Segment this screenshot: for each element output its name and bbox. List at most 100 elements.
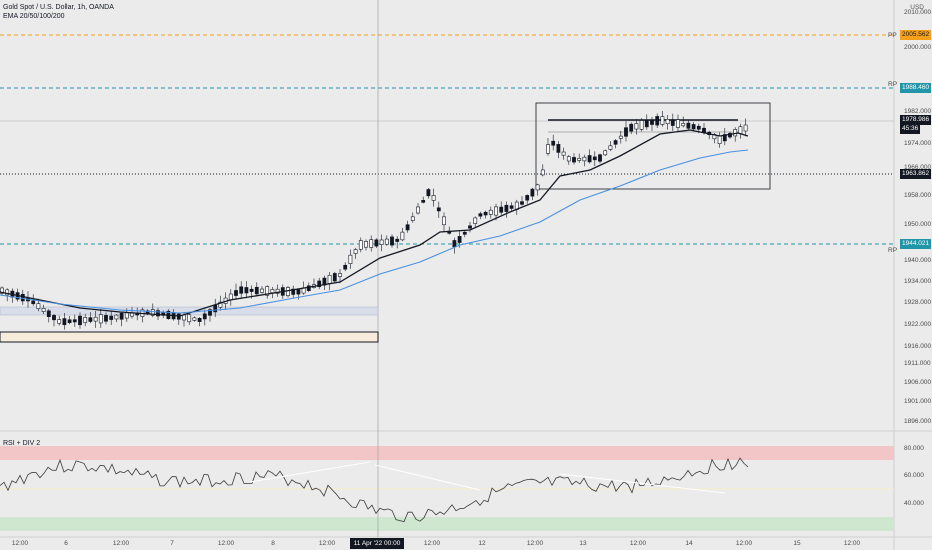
candle-body <box>405 224 410 231</box>
candle-body <box>644 119 649 128</box>
candle-body <box>561 151 566 156</box>
candle-body <box>540 169 545 176</box>
candle-body <box>327 275 332 284</box>
price-tick-label: 1950.000 <box>904 221 931 228</box>
candle-body <box>218 301 223 308</box>
candle-body <box>660 116 665 125</box>
rsi-oversold-band <box>0 517 894 531</box>
level-label: RP <box>888 247 897 254</box>
time-tick-label: 12:00 <box>113 540 130 547</box>
candle-body <box>592 156 597 161</box>
candle-body <box>0 287 4 294</box>
candle-body <box>260 288 264 293</box>
candle-body <box>150 309 155 316</box>
candle-body <box>369 239 374 248</box>
candle-body <box>530 188 535 197</box>
price-tick-label: 1958.000 <box>904 192 931 199</box>
candle-body <box>691 124 696 130</box>
candle-body <box>296 289 301 295</box>
candle-body <box>317 280 322 288</box>
rsi-line <box>0 457 749 523</box>
price-tick-label: 2000.000 <box>904 44 931 51</box>
rsi-divergence-line <box>374 464 481 491</box>
candle-body <box>343 264 348 270</box>
rsi-tick-label: 80.000 <box>904 445 924 452</box>
rsi-legend[interactable]: RSI + DIV 2 <box>3 440 41 447</box>
candle-body <box>525 195 530 201</box>
candle-body <box>400 231 405 241</box>
candle-body <box>114 314 119 320</box>
price-tick-label: 1928.000 <box>904 299 931 306</box>
candle-body <box>603 150 608 156</box>
candle-body <box>265 286 270 296</box>
candle-body <box>374 239 379 247</box>
candle-body <box>696 125 701 130</box>
level-label: PP <box>888 32 897 39</box>
candle-body <box>410 216 415 221</box>
candle-body <box>384 238 389 245</box>
candle-body <box>416 206 420 214</box>
candle-body <box>473 217 478 224</box>
candle-body <box>556 144 561 153</box>
time-tick-label: 12:00 <box>527 540 544 547</box>
candle-body <box>655 116 660 126</box>
time-tick-label: 8 <box>271 540 275 547</box>
candle-body <box>124 312 129 319</box>
price-tag: 45:36 <box>900 124 921 134</box>
time-tick-label: 14 <box>685 540 693 547</box>
candle-body <box>676 119 680 128</box>
candle-body <box>670 119 675 126</box>
candle-body <box>52 315 56 321</box>
candle-body <box>353 249 358 254</box>
candle-body <box>239 286 244 294</box>
time-cursor-label: 11 Apr '22 00:00 <box>354 540 401 547</box>
candle-body <box>187 314 192 323</box>
candle-body <box>254 286 259 295</box>
rsi-overbought-band <box>0 446 894 460</box>
candle-body <box>67 319 72 324</box>
candle-body <box>572 157 576 163</box>
candle-body <box>462 231 467 235</box>
candle-body <box>598 154 602 162</box>
currency-label: USD <box>910 4 924 11</box>
candle-body <box>62 318 67 326</box>
time-tick-label: 12:00 <box>218 540 235 547</box>
candle-body <box>36 303 41 309</box>
candle-body <box>722 134 727 142</box>
candle-body <box>509 205 514 209</box>
candle-body <box>504 204 509 212</box>
level-label: RP <box>888 81 897 88</box>
price-tick-label: 1982.000 <box>904 108 931 115</box>
candle-body <box>566 156 571 162</box>
candle-body <box>98 314 103 324</box>
time-tick-label: 6 <box>64 540 68 547</box>
candle-body <box>665 119 670 125</box>
symbol-title[interactable]: Gold Spot / U.S. Dollar, 1h, OANDA <box>3 4 114 11</box>
candle-body <box>306 285 311 291</box>
time-tick-label: 12 <box>478 540 486 547</box>
candle-body <box>208 309 212 316</box>
price-tick-label: 1934.000 <box>904 278 931 285</box>
candle-body <box>494 206 498 216</box>
candle-body <box>743 124 748 132</box>
candle-body <box>520 201 524 205</box>
candle-body <box>379 239 384 245</box>
candle-body <box>88 317 93 322</box>
price-tick-label: 1974.000 <box>904 140 931 147</box>
time-cursor-badge <box>350 538 404 549</box>
candle-body <box>468 225 472 229</box>
candle-body <box>202 313 207 320</box>
candle-body <box>452 240 457 248</box>
candle-body <box>629 123 634 132</box>
candle-body <box>291 288 296 295</box>
candle-body <box>426 189 431 197</box>
price-tag: 1944.021 <box>900 239 932 249</box>
indicator-legend[interactable]: EMA 20/50/100/200 <box>3 13 65 20</box>
candle-body <box>5 289 10 296</box>
candle-body <box>228 293 233 301</box>
price-tick-label: 1940.000 <box>904 257 931 264</box>
candle-body <box>130 312 134 317</box>
price-tick-label: 1922.000 <box>904 321 931 328</box>
candle-body <box>457 236 462 243</box>
